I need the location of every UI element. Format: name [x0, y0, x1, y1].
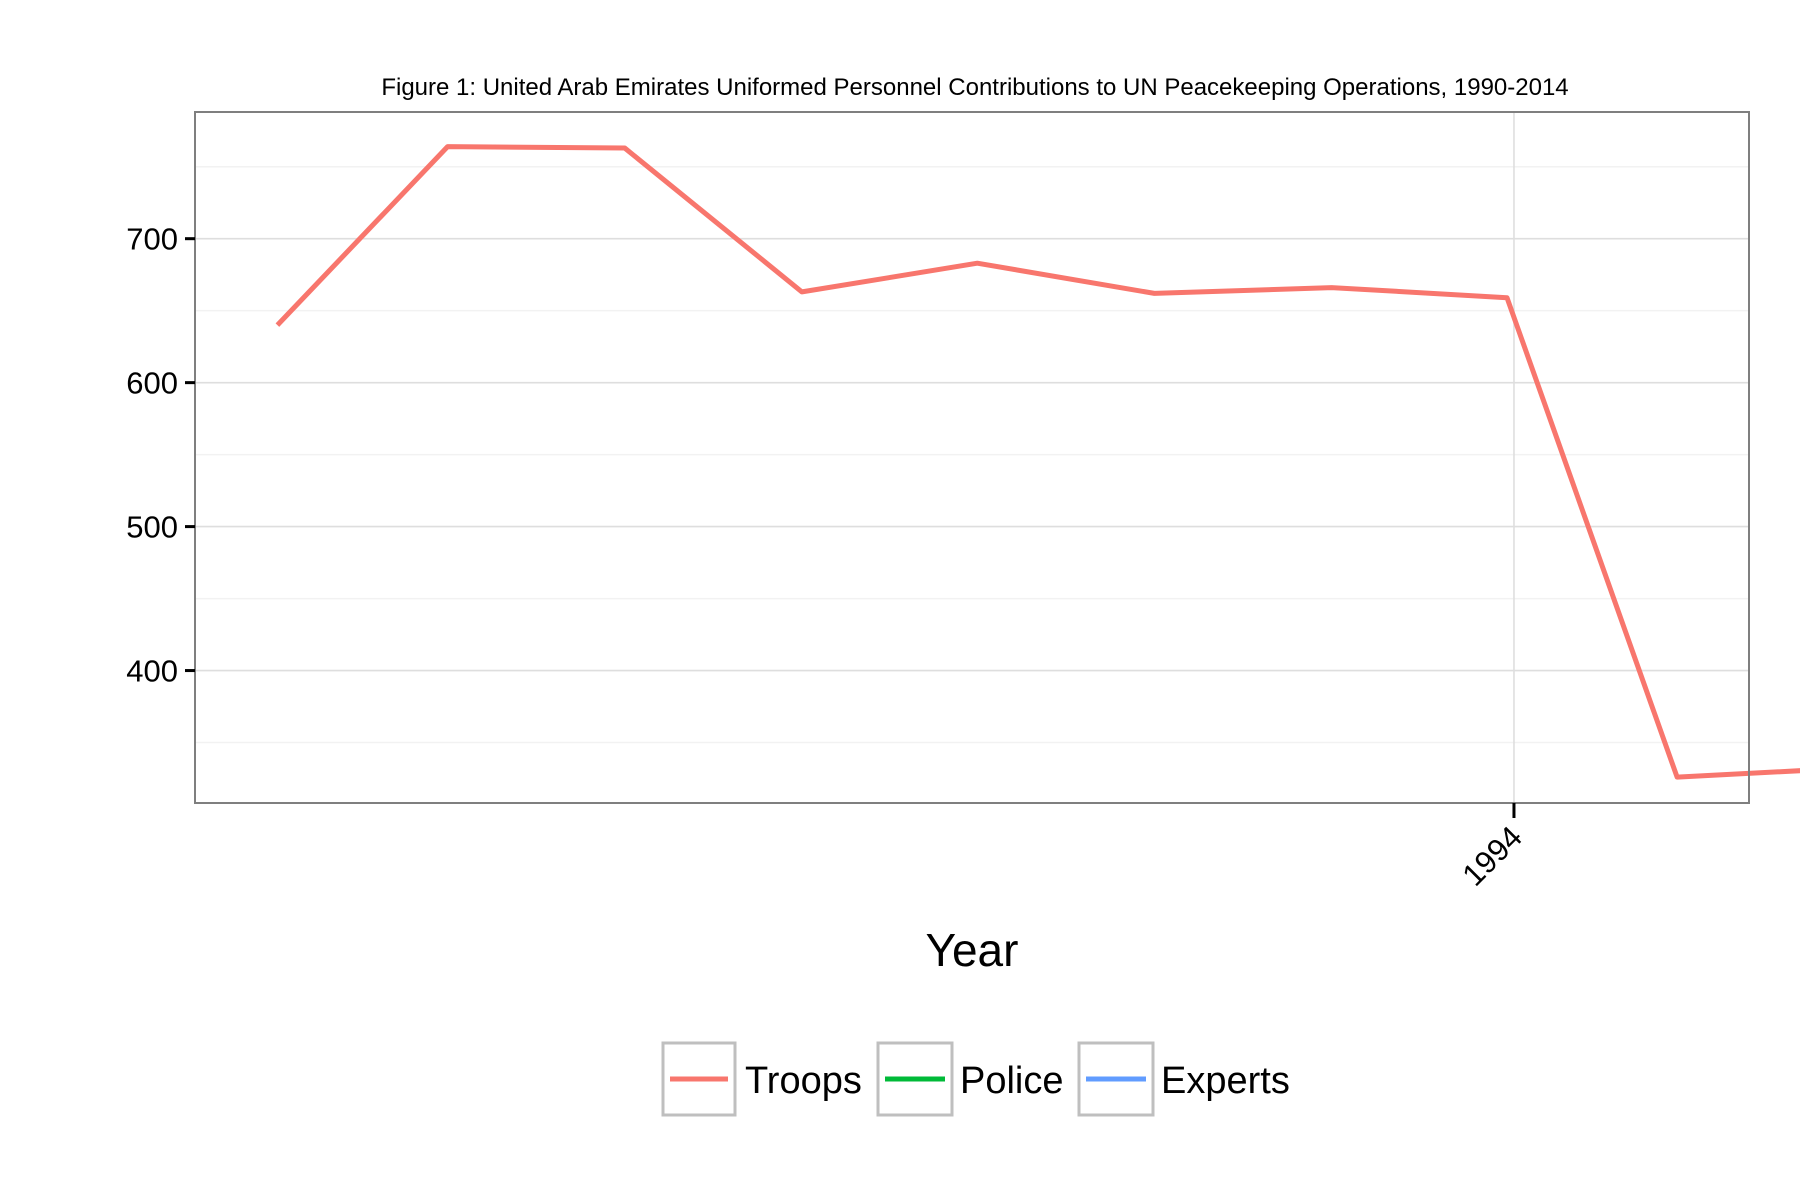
legend: Troops Police Experts [661, 1041, 1290, 1117]
plot-border [194, 111, 1750, 804]
y-tick-label: 500 [126, 510, 178, 545]
chart-title: Figure 1: United Arab Emirates Uniformed… [381, 74, 1568, 101]
series-line-troops [275, 144, 1800, 780]
y-tick-label: 700 [126, 222, 178, 257]
y-tick-label: 400 [126, 654, 178, 689]
legend-label-troops: Troops [745, 1060, 862, 1102]
x-tick-label: 1994 [1455, 819, 1529, 893]
legend-label-police: Police [960, 1060, 1064, 1102]
x-axis-title: Year [926, 924, 1019, 976]
y-tick-label: 600 [126, 366, 178, 401]
plot-background [195, 112, 1749, 803]
legend-label-experts: Experts [1161, 1060, 1290, 1102]
plot-area: 400 500 600 700 1994 [126, 111, 1800, 893]
